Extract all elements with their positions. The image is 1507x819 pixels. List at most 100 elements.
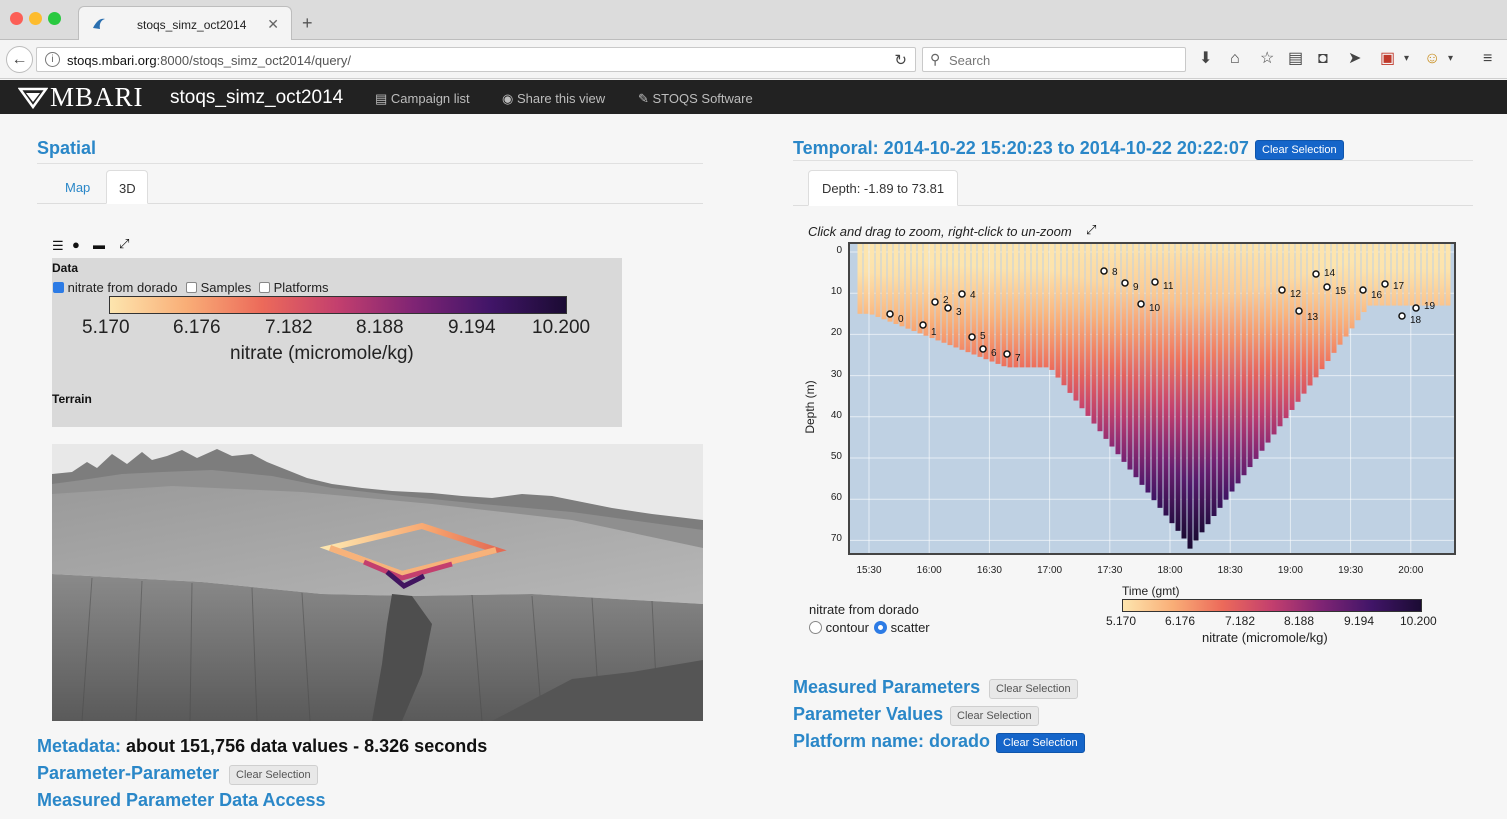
y-tick-label: 70 [830,533,842,545]
search-input[interactable]: Search [949,53,991,68]
stoqs-software-link[interactable]: ✎ STOQS Software [638,91,753,106]
sample-marker[interactable] [1278,286,1286,294]
campaign-title[interactable]: stoqs_simz_oct2014 [170,87,344,108]
bookmark-star-icon[interactable]: ☆ [1260,50,1275,67]
radio-scatter[interactable] [874,621,887,634]
sample-marker[interactable] [968,333,976,341]
checkbox-samples[interactable] [186,282,197,293]
terrain-3d-view[interactable] [52,444,703,721]
layer-nitrate[interactable]: nitrate from dorado [53,280,177,295]
profile-column [1181,244,1187,539]
sample-marker[interactable] [1151,278,1159,286]
layer-platforms[interactable]: Platforms [259,280,329,295]
browser-tab[interactable]: stoqs_simz_oct2014 ✕ [78,6,292,40]
profile-column [1313,244,1319,378]
measured-parameters-heading[interactable]: Measured Parameters [793,677,981,697]
sample-marker[interactable] [1359,286,1367,294]
clear-selection-button[interactable]: Clear Selection [996,733,1085,753]
sample-marker[interactable] [931,298,939,306]
profile-column [1397,244,1403,306]
radio-contour[interactable] [809,621,822,634]
back-button[interactable]: ← [6,46,33,73]
sample-marker[interactable] [958,290,966,298]
chevron-down-icon[interactable]: ▾ [1448,53,1454,64]
sample-marker[interactable] [886,310,894,318]
y-tick-label: 50 [830,451,842,462]
search-bar[interactable]: ⚲ Search [922,47,1186,72]
expand-icon[interactable]: ⤢ [119,236,130,251]
zoom-window-button[interactable] [48,12,61,25]
home-icon[interactable]: ⌂ [1230,50,1240,67]
sample-marker[interactable] [1398,312,1406,320]
x-tick-label: 18:00 [1157,565,1183,576]
sample-marker-label: 6 [991,348,997,359]
profile-column [1319,244,1325,370]
y-tick-label: 60 [830,492,842,504]
menu-hamburger-icon[interactable]: ≡ [1483,50,1493,67]
data-access-heading[interactable]: Measured Parameter Data Access [37,790,326,810]
mbari-logo[interactable]: MBARI [50,82,144,112]
profile-column [1349,244,1355,329]
cb2d-tick: 10.200 [1400,614,1437,628]
vr-headset-icon[interactable]: ▬ [93,238,105,252]
depth-time-plot[interactable]: 0 1 2 3 4 5 6 7 8 9 10 11 12 13 14 15 16 17 18 19 [848,242,1456,555]
clear-selection-button[interactable]: Clear Selection [1255,140,1344,160]
sample-marker[interactable] [1323,283,1331,291]
new-tab-icon[interactable]: + [302,13,313,33]
checkbox-platforms[interactable] [259,282,270,293]
metadata-heading[interactable]: Metadata: [37,736,122,756]
parameter-parameter-heading[interactable]: Parameter-Parameter [37,763,220,783]
sample-marker[interactable] [1137,300,1145,308]
sample-marker[interactable] [1412,304,1420,312]
pdf-icon[interactable]: ▣ [1380,50,1396,67]
temporal-heading[interactable]: Temporal: 2014-10-22 15:20:23 to 2014-10… [793,138,1249,158]
share-view-link[interactable]: ◉ Share this view [502,91,606,106]
x-tick-label: 16:30 [976,565,1002,576]
tab-map[interactable]: Map [65,180,91,195]
tab-3d[interactable]: 3D [106,170,148,204]
reading-list-icon[interactable]: ▤ [1288,50,1304,67]
info-icon[interactable]: i [45,52,60,67]
download-icon[interactable]: ⬇ [1199,50,1213,67]
url-bar[interactable]: i stoqs.mbari.org:8000/stoqs_simz_oct201… [36,47,916,72]
sample-marker[interactable] [919,321,927,329]
expand-icon[interactable]: ⤢ [1086,222,1097,237]
sample-marker[interactable] [1381,280,1389,288]
pocket-icon[interactable]: ◘ [1318,50,1328,67]
checkbox-nitrate[interactable] [53,282,64,293]
chevron-down-icon[interactable]: ▾ [1404,53,1410,64]
mode-contour[interactable]: contour [809,620,869,635]
sample-marker[interactable] [1003,350,1011,358]
close-window-button[interactable] [10,12,23,25]
sample-marker[interactable] [979,345,987,353]
sample-marker[interactable] [1312,270,1320,278]
campaign-list-link[interactable]: ▤ Campaign list [375,91,470,106]
profile-column [1091,244,1097,424]
minimize-window-button[interactable] [29,12,42,25]
mode-scatter[interactable]: scatter [874,620,930,635]
send-icon[interactable]: ➤ [1348,50,1362,67]
tab-depth[interactable]: Depth: -1.89 to 73.81 [808,170,958,206]
profile-column [1445,244,1451,306]
list-icon[interactable]: ☰ [52,238,64,253]
tab-close-icon[interactable]: ✕ [267,16,279,32]
sample-marker[interactable] [1295,307,1303,315]
layer-samples[interactable]: Samples [186,280,251,295]
platform-name-heading[interactable]: Platform name: dorado [793,731,991,751]
colorbar-3d-label: nitrate (micromole/kg) [230,343,414,364]
clear-selection-button[interactable]: Clear Selection [229,765,318,785]
spatial-heading[interactable]: Spatial [37,138,97,158]
clear-selection-button[interactable]: Clear Selection [950,706,1039,726]
extension-face-icon[interactable]: ☺ [1424,50,1441,67]
clear-selection-button[interactable]: Clear Selection [989,679,1078,699]
sample-marker[interactable] [1100,267,1108,275]
sample-marker-label: 17 [1393,281,1405,292]
reload-icon[interactable]: ↻ [894,52,907,69]
sample-marker[interactable] [1121,279,1129,287]
info-circle-icon[interactable]: ● [72,237,80,252]
profile-column [1223,244,1229,500]
sample-marker[interactable] [944,304,952,312]
parameter-values-heading[interactable]: Parameter Values [793,704,944,724]
x-tick-label: 16:00 [916,565,942,576]
cb3d-tick: 8.188 [356,317,404,338]
